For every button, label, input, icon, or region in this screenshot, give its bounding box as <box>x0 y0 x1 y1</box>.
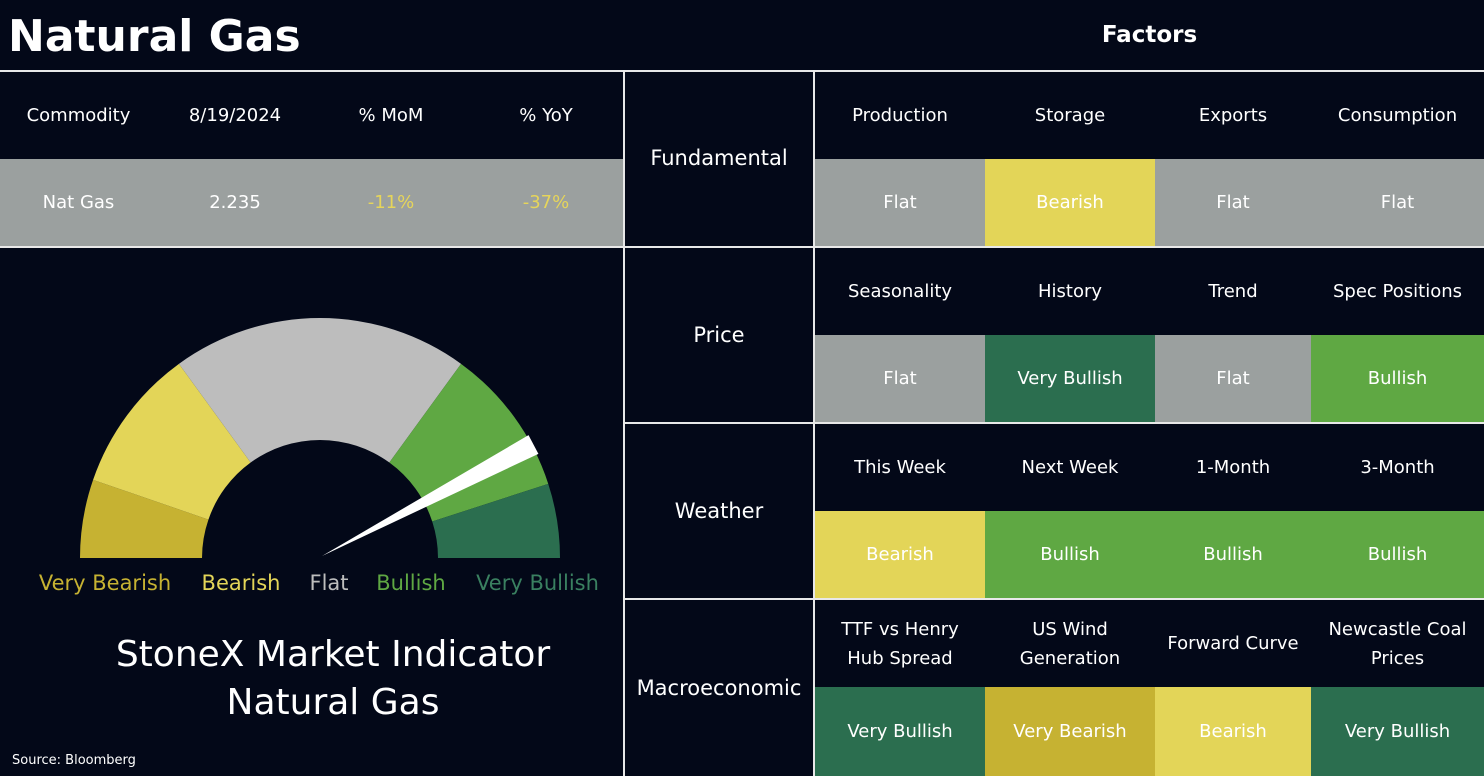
page-title: Natural Gas <box>8 10 301 62</box>
gauge-segment <box>178 318 462 463</box>
divider-v <box>813 71 815 776</box>
factor-name: 1-Month <box>1195 457 1271 478</box>
factor-name: 3-Month <box>1360 457 1435 478</box>
factor-signal: Flat <box>1155 335 1311 422</box>
factor-signal: Flat <box>815 335 985 422</box>
divider-v <box>623 71 625 776</box>
caption: StoneX Market Indicator <box>115 633 551 675</box>
factor-signal: Very Bearish <box>985 687 1155 776</box>
factor-name: TTF vs Henry Hub Spread <box>841 618 959 669</box>
gauge-label: Very Bearish <box>38 571 172 595</box>
gauge-segment <box>80 479 209 558</box>
table-header: % YoY <box>519 104 573 126</box>
factor-signal: Very Bullish <box>1311 687 1484 776</box>
factor-signal: Bullish <box>1311 511 1484 598</box>
factor-signal: Bearish <box>815 511 985 598</box>
factor-name: Trend <box>1208 281 1258 302</box>
factor-name: Consumption <box>1337 104 1458 126</box>
factor-name: Production <box>852 104 948 126</box>
table-cell: -37% <box>469 159 623 246</box>
table-cell: -11% <box>313 159 469 246</box>
divider-h <box>0 70 1484 72</box>
factor-name: History <box>1037 281 1103 302</box>
table-header: Commodity <box>26 104 131 126</box>
factor-name: Forward Curve <box>1167 633 1299 654</box>
factor-signal: Very Bullish <box>815 687 985 776</box>
factor-name: Spec Positions <box>1332 281 1462 302</box>
factor-signal: Flat <box>1155 159 1311 246</box>
gauge <box>80 318 560 558</box>
divider-h <box>623 422 1484 424</box>
factor-category: Weather <box>674 498 764 523</box>
divider-h <box>623 598 1484 600</box>
gauge-label: Very Bullish <box>476 571 599 595</box>
factor-name: Newcastle Coal Prices <box>1328 618 1467 669</box>
divider-h <box>0 246 1484 248</box>
gauge-segment <box>93 363 251 520</box>
factor-name: This Week <box>854 457 946 478</box>
factors-title: Factors <box>1101 22 1198 48</box>
factor-signal: Bullish <box>985 511 1155 598</box>
gauge-label: Bearish <box>201 571 281 595</box>
factor-signal: Flat <box>815 159 985 246</box>
caption: Natural Gas <box>226 681 440 723</box>
table-header: 8/19/2024 <box>188 104 282 126</box>
factor-signal: Bearish <box>985 159 1155 246</box>
table-cell: 2.235 <box>157 159 313 246</box>
factor-signal: Bullish <box>1311 335 1484 422</box>
gauge-needle <box>322 435 539 556</box>
table-header: % MoM <box>358 104 424 126</box>
gauge-segment <box>389 363 549 522</box>
factor-name: Seasonality <box>847 281 953 302</box>
factor-signal: Very Bullish <box>985 335 1155 422</box>
factor-signal: Flat <box>1311 159 1484 246</box>
gauge-label: Bullish <box>376 571 446 595</box>
factor-name: Exports <box>1198 104 1268 126</box>
factor-category: Fundamental <box>650 146 788 170</box>
factor-signal: Bearish <box>1155 687 1311 776</box>
factor-signal: Bullish <box>1155 511 1311 598</box>
source-note: Source: Bloomberg <box>12 752 136 768</box>
gauge-label: Flat <box>309 571 349 595</box>
table-cell: Nat Gas <box>0 159 157 246</box>
factor-name: US Wind Generation <box>1019 618 1121 669</box>
factor-category: Macroeconomic <box>636 675 802 700</box>
factor-category: Price <box>693 322 745 347</box>
factor-name: Next Week <box>1021 457 1119 478</box>
gauge-segment <box>432 483 560 558</box>
factor-name: Storage <box>1034 104 1106 126</box>
